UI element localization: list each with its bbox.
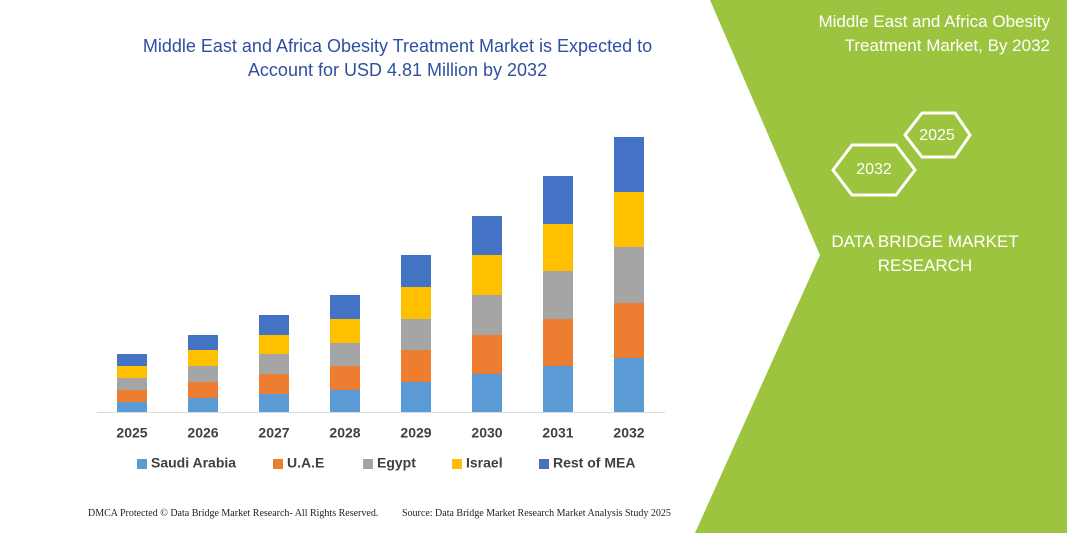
bar-segment bbox=[543, 319, 573, 366]
bar-segment bbox=[259, 354, 289, 374]
bar-segment bbox=[543, 224, 573, 271]
bar-segment bbox=[330, 366, 360, 390]
bar-segment bbox=[117, 390, 147, 402]
bar-segment bbox=[330, 295, 360, 319]
x-tick-label: 2026 bbox=[187, 425, 218, 441]
legend-label: Egypt bbox=[377, 455, 416, 471]
x-tick-label: 2029 bbox=[400, 425, 431, 441]
legend-swatch bbox=[273, 459, 283, 469]
bar-segment bbox=[472, 295, 502, 335]
bar-segment bbox=[330, 319, 360, 343]
bar-segment bbox=[330, 390, 360, 412]
legend-label: Israel bbox=[466, 455, 503, 471]
hexagon-label: 2025 bbox=[919, 127, 955, 144]
bar-segment bbox=[614, 358, 644, 412]
x-tick-label: 2028 bbox=[329, 425, 360, 441]
hexagon bbox=[831, 143, 917, 197]
bar-segment bbox=[401, 287, 431, 319]
x-tick-label: 2031 bbox=[542, 425, 573, 441]
bar-segment bbox=[188, 398, 218, 412]
side-panel bbox=[695, 0, 1067, 533]
panel-title: Middle East and Africa Obesity Treatment… bbox=[818, 12, 1050, 55]
bar-segment bbox=[188, 382, 218, 398]
hexagon-label: 2032 bbox=[856, 161, 892, 178]
bar-segment bbox=[401, 255, 431, 287]
bar-segment bbox=[401, 319, 431, 350]
bar-segment bbox=[259, 374, 289, 394]
x-tick-label: 2030 bbox=[471, 425, 502, 441]
bar-segment bbox=[117, 366, 147, 378]
x-tick-label: 2032 bbox=[613, 425, 644, 441]
legend-swatch bbox=[539, 459, 549, 469]
bar-segment bbox=[614, 192, 644, 247]
x-tick-label: 2025 bbox=[116, 425, 147, 441]
bar-segment bbox=[614, 303, 644, 358]
hexagon bbox=[903, 111, 972, 159]
bar-segment bbox=[401, 382, 431, 412]
bar-segment bbox=[188, 366, 218, 382]
legend-swatch bbox=[137, 459, 147, 469]
bar-segment bbox=[472, 255, 502, 295]
bar-segment bbox=[117, 402, 147, 412]
bar-segment bbox=[259, 315, 289, 335]
bar-segment bbox=[472, 374, 502, 412]
footer-left: DMCA Protected © Data Bridge Market Rese… bbox=[88, 508, 379, 519]
chart-title: Middle East and Africa Obesity Treatment… bbox=[142, 36, 653, 80]
bar-segment bbox=[259, 335, 289, 354]
bar-segment bbox=[614, 247, 644, 303]
legend-label: Saudi Arabia bbox=[151, 455, 236, 471]
legend-label: Rest of MEA bbox=[553, 455, 635, 471]
footer-right: Source: Data Bridge Market Research Mark… bbox=[402, 508, 671, 519]
legend-swatch bbox=[452, 459, 462, 469]
bar-segment bbox=[472, 335, 502, 374]
bar-segment bbox=[543, 176, 573, 224]
legend-swatch bbox=[363, 459, 373, 469]
bar-segment bbox=[117, 354, 147, 366]
bar-segment bbox=[543, 366, 573, 412]
bar-segment bbox=[259, 394, 289, 412]
bar-segment bbox=[472, 216, 502, 255]
bar-segment bbox=[543, 271, 573, 319]
legend-label: U.A.E bbox=[287, 455, 324, 471]
bar-segment bbox=[188, 350, 218, 366]
x-tick-label: 2027 bbox=[258, 425, 289, 441]
bar-segment bbox=[401, 350, 431, 382]
bar-segment bbox=[188, 335, 218, 350]
bar-segment bbox=[117, 378, 147, 390]
brand: DATA BRIDGE MARKET RESEARCH bbox=[831, 232, 1019, 275]
bar-segment bbox=[330, 343, 360, 366]
bar-segment bbox=[614, 137, 644, 192]
